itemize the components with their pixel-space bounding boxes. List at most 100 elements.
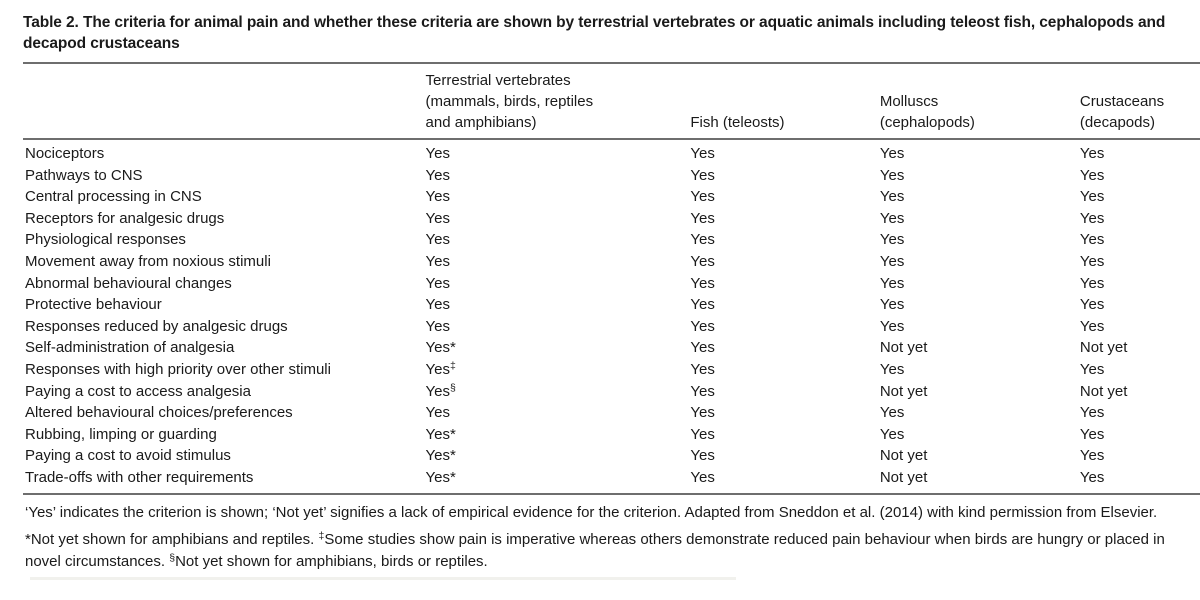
table-row: Physiological responses Yes Yes Yes Yes <box>23 229 1200 251</box>
column-header-molluscs-column: Molluscs (cephalopods) <box>879 93 975 131</box>
criterion-label: Receptors for analgesic drugs <box>25 209 225 227</box>
criterion-value: Yes <box>690 252 715 270</box>
criterion-value: Not yet <box>1079 339 1128 357</box>
table-row: Central processing in CNS Yes Yes Yes Yes <box>23 186 1200 208</box>
criterion-value: Yes <box>690 274 715 292</box>
criterion-value: Yes <box>1079 166 1105 184</box>
criterion-value: Yes <box>879 360 905 378</box>
column-header-fish-column: Fish (teleosts) <box>690 114 785 131</box>
criterion-value: Yes <box>879 425 905 443</box>
table-row: Altered behavioural choices/preferences Y… <box>23 402 1200 424</box>
table-row: Paying a cost to access analgesia Yes§ Yes… <box>23 381 1200 403</box>
criterion-label: Paying a cost to avoid stimulus <box>25 447 231 465</box>
table-row: Self-administration of analgesia Yes* Yes N… <box>23 337 1200 359</box>
criterion-value: Yes‡ <box>425 359 456 378</box>
header-row: Terrestrial vertebrates (mammals, birds,… <box>23 63 1200 139</box>
criterion-value: Yes <box>1079 468 1105 486</box>
criterion-value: Yes* <box>425 468 456 486</box>
criterion-value: Yes <box>1079 404 1105 422</box>
criterion-label: Paying a cost to access analgesia <box>25 382 251 400</box>
criterion-label: Protective behaviour <box>25 296 162 314</box>
criterion-label: Rubbing, limping or guarding <box>25 425 217 443</box>
table-body: Nociceptors Yes Yes Yes Yes Pathways to CNS Ye… <box>23 139 1200 494</box>
criterion-value: Yes <box>1079 145 1105 162</box>
criterion-value: Yes <box>690 231 715 249</box>
criterion-label: Trade-offs with other requirements <box>25 468 254 486</box>
criterion-label: Nociceptors <box>25 145 105 162</box>
page-crop-artifact <box>30 576 736 580</box>
table-row: Responses reduced by analgesic drugs Yes Y… <box>23 316 1200 338</box>
criterion-value: Yes <box>690 209 715 227</box>
criterion-value: Yes§ <box>425 381 456 400</box>
criterion-label: Pathways to CNS <box>25 166 143 184</box>
table-row: Nociceptors Yes Yes Yes Yes <box>23 139 1200 165</box>
criterion-value: Yes <box>1079 252 1105 270</box>
criterion-value: Not yet <box>879 339 928 357</box>
table-row: Abnormal behavioural changes Yes Yes Yes Yes <box>23 273 1200 295</box>
footnote-symbols: *Not yet shown for amphibians and reptil… <box>25 529 1165 570</box>
criterion-value: Yes <box>879 231 905 249</box>
column-header-terrestrial-vertebrates-column: Terrestrial vertebrates (mammals, birds,… <box>425 72 594 131</box>
table-row: Movement away from noxious stimuli Yes Yes… <box>23 251 1200 273</box>
table-row: Rubbing, limping or guarding Yes* Yes Yes Ye… <box>23 424 1200 446</box>
criterion-value: Yes <box>425 274 451 292</box>
criterion-value: Yes <box>1079 296 1105 314</box>
criterion-value: Not yet <box>1079 382 1128 400</box>
column-header-criterion-column <box>23 63 426 139</box>
criterion-value: Yes* <box>425 447 456 465</box>
criterion-label: Abnormal behavioural changes <box>25 274 232 292</box>
table-row: Responses with high priority over other … <box>23 359 1200 381</box>
column-header-crustaceans-column: Crustaceans (decapods) <box>1079 93 1165 131</box>
criterion-label: Altered behavioural choices/preferences <box>25 404 293 422</box>
criterion-value: Yes <box>1079 188 1105 206</box>
table-row: Protective behaviour Yes Yes Yes Yes <box>23 294 1200 316</box>
criterion-value: Yes <box>425 296 451 314</box>
criterion-value: Yes <box>425 252 451 270</box>
paper-table-figure: Table 2. The criteria for animal pain an… <box>23 12 1200 580</box>
criterion-value: Yes <box>425 188 451 206</box>
criterion-value: Yes <box>690 296 715 314</box>
criterion-value: Yes <box>690 425 715 443</box>
table-title: Table 2. The criteria for animal pain an… <box>23 14 1166 52</box>
footnote-general: ‘Yes’ indicates the criterion is shown; … <box>25 503 1158 521</box>
criterion-value: Yes <box>879 209 905 227</box>
criteria-table: Terrestrial vertebrates (mammals, birds,… <box>23 62 1200 495</box>
criterion-value: Yes <box>690 382 715 400</box>
criterion-label: Central processing in CNS <box>25 188 202 206</box>
superscript-marker: ‡ <box>450 359 456 372</box>
criterion-label: Self-administration of analgesia <box>25 339 235 357</box>
criterion-label: Responses with high priority over other … <box>25 360 331 378</box>
criterion-value: Not yet <box>879 382 928 400</box>
criterion-value: Yes <box>425 145 451 162</box>
criterion-value: Yes <box>690 468 715 486</box>
criterion-value: Yes <box>1079 360 1105 378</box>
criterion-label: Physiological responses <box>25 231 186 249</box>
criterion-value: Yes <box>690 339 715 357</box>
table-row: Paying a cost to avoid stimulus Yes* Yes No… <box>23 445 1200 467</box>
criterion-value: Yes <box>1079 274 1105 292</box>
criterion-value: Yes <box>1079 317 1105 335</box>
criterion-value: Yes <box>879 317 905 335</box>
superscript-marker: § <box>450 381 456 394</box>
table-row: Receptors for analgesic drugs Yes Yes Yes Ye… <box>23 208 1200 230</box>
criterion-value: Yes <box>690 166 715 184</box>
criterion-value: Yes <box>425 231 451 249</box>
criterion-value: Yes <box>425 404 451 422</box>
superscript-marker: ‡ <box>318 529 325 542</box>
criterion-value: Yes <box>1079 425 1105 443</box>
table-footnotes: ‘Yes’ indicates the criterion is shown; … <box>23 502 1200 573</box>
criterion-value: Yes <box>690 447 715 465</box>
superscript-marker: § <box>169 551 176 564</box>
criterion-value: Yes <box>879 274 905 292</box>
criterion-value: Yes <box>425 209 451 227</box>
criterion-value: Yes <box>690 145 715 162</box>
criterion-value: Yes <box>879 252 905 270</box>
criterion-label: Responses reduced by analgesic drugs <box>25 317 288 335</box>
criterion-value: Yes <box>879 145 905 162</box>
criterion-label: Movement away from noxious stimuli <box>25 252 271 270</box>
criterion-value: Yes <box>1079 231 1105 249</box>
criterion-value: Not yet <box>879 447 928 465</box>
criterion-value: Yes <box>879 296 905 314</box>
criterion-value: Yes <box>690 188 715 206</box>
criterion-value: Yes <box>690 360 715 378</box>
